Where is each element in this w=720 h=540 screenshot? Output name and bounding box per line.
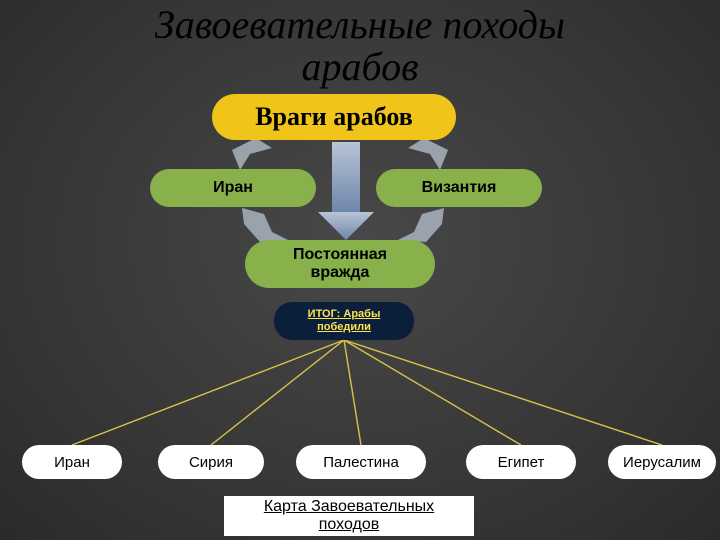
outcome-jerusalem: Иерусалим	[608, 445, 716, 479]
feud-label: Постоянная вражда	[293, 246, 387, 281]
outcome-label: Иерусалим	[623, 454, 701, 471]
map-link[interactable]: Карта Завоевательных походов	[224, 496, 474, 536]
slide-title: Завоевательные походы арабов	[0, 4, 720, 88]
enemies-label: Враги арабов	[255, 102, 413, 132]
result-box: ИТОГ: Арабы победили	[274, 302, 414, 340]
enemies-box: Враги арабов	[212, 94, 456, 140]
map-link-label: Карта Завоевательных походов	[264, 498, 434, 533]
outcome-label: Египет	[498, 454, 545, 471]
feud-box: Постоянная вражда	[245, 240, 435, 288]
outcome-palestine: Палестина	[296, 445, 426, 479]
byzantium-label: Византия	[422, 179, 497, 197]
result-label: ИТОГ: Арабы победили	[308, 308, 381, 334]
outcome-iran: Иран	[22, 445, 122, 479]
iran-box: Иран	[150, 169, 316, 207]
outcome-egypt: Египет	[466, 445, 576, 479]
outcome-label: Палестина	[323, 454, 399, 471]
outcome-label: Иран	[54, 454, 90, 471]
iran-label: Иран	[213, 179, 253, 197]
byzantium-box: Византия	[376, 169, 542, 207]
outcome-syria: Сирия	[158, 445, 264, 479]
title-line-1: Завоевательные походы	[155, 2, 565, 47]
outcome-label: Сирия	[189, 454, 233, 471]
title-line-2: арабов	[302, 44, 419, 89]
